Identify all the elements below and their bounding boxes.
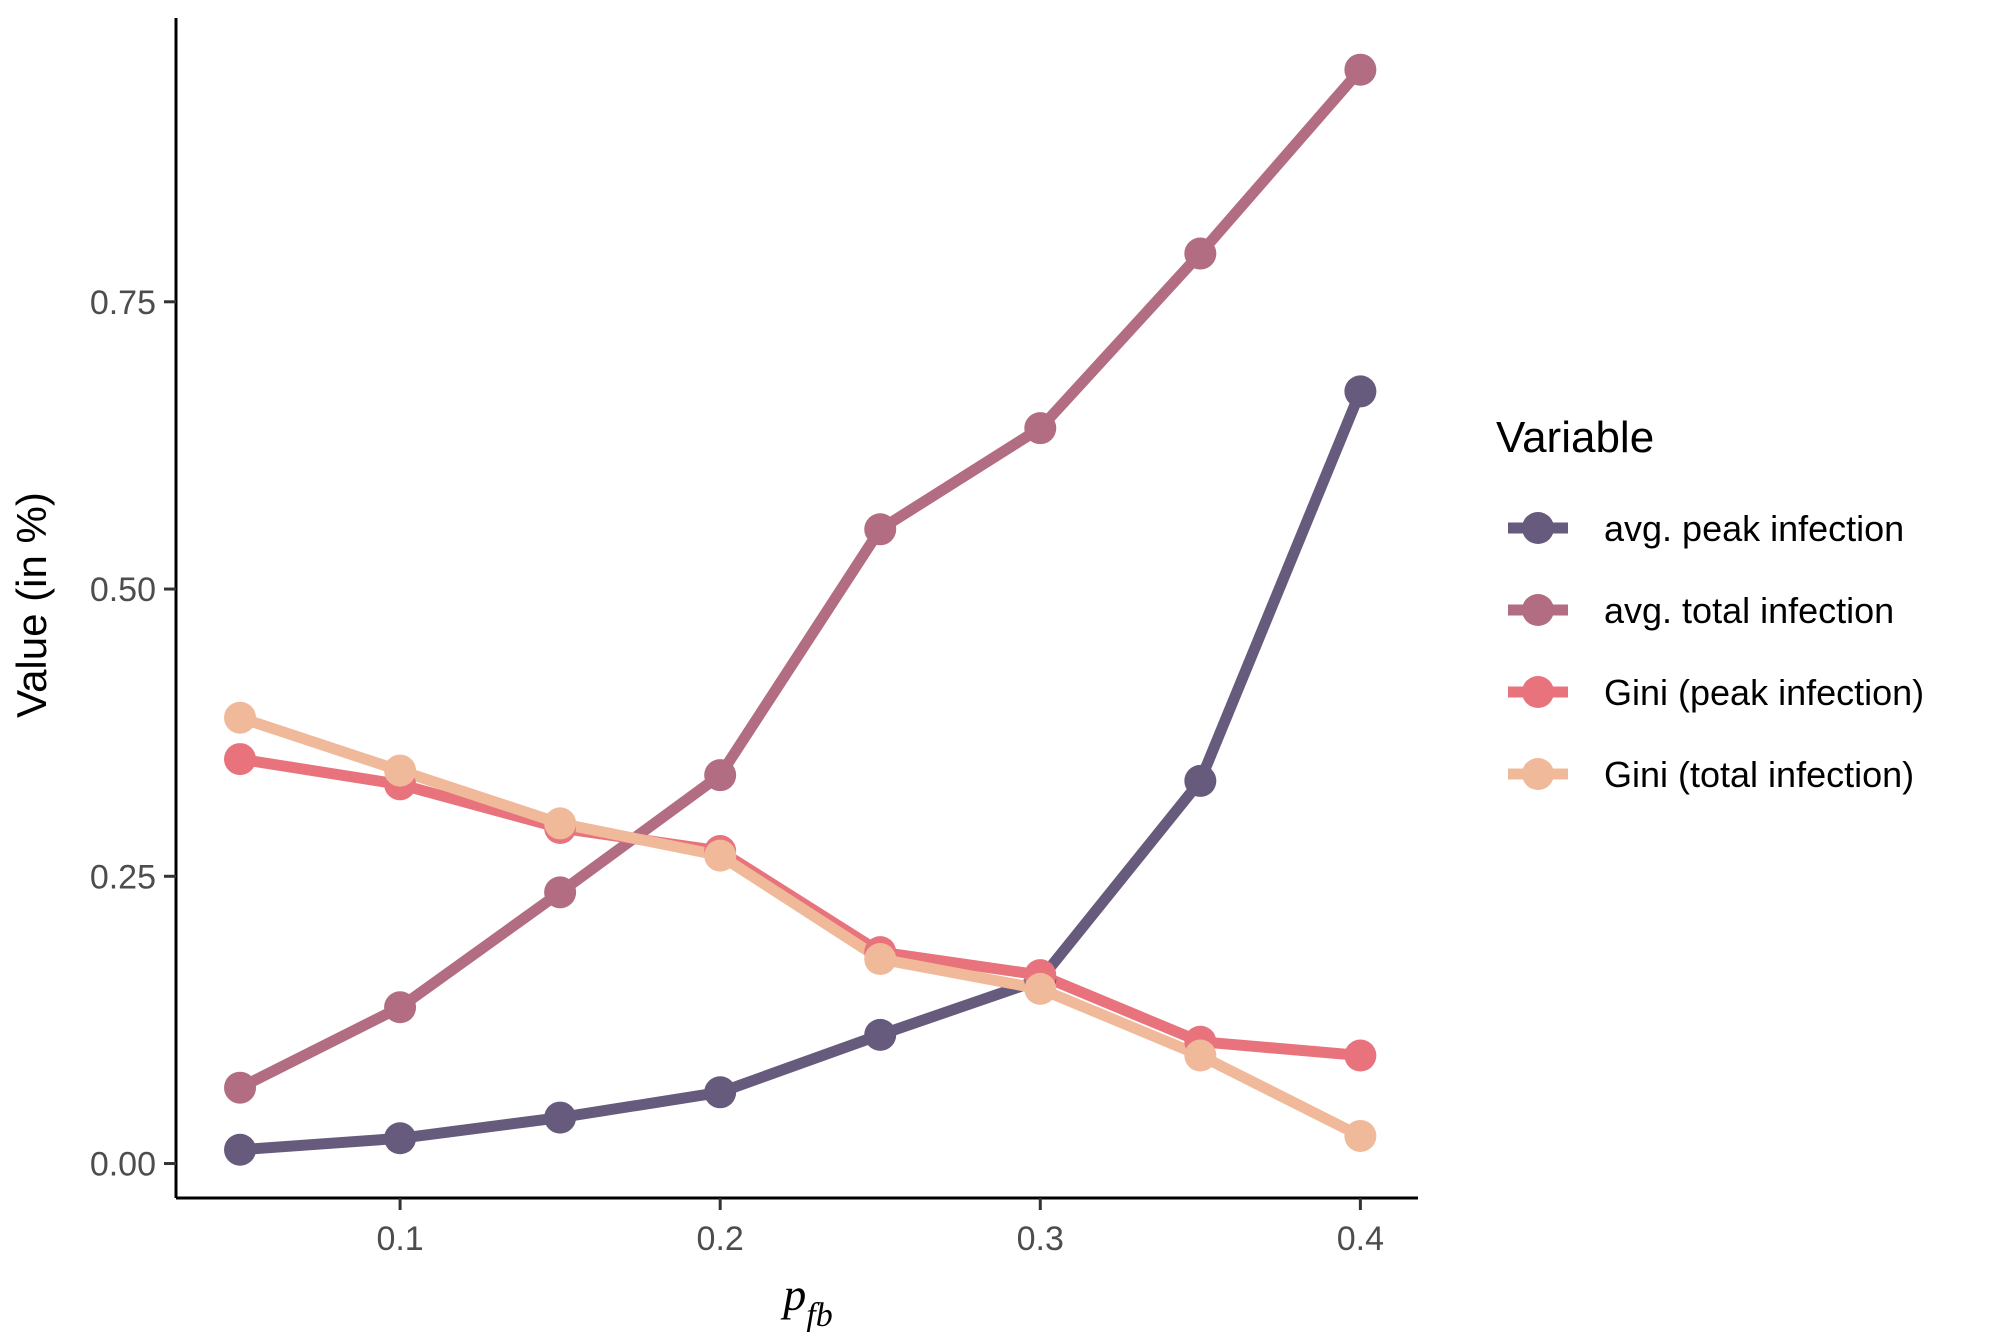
series-point-2 <box>1344 1039 1377 1072</box>
series-point-3 <box>864 943 897 976</box>
series-points <box>224 53 1377 1166</box>
x-axis-ticks: 0.1 0.2 0.3 0.4 <box>376 1198 1384 1258</box>
series-point-0 <box>224 1133 257 1166</box>
x-tick-label: 0.1 <box>376 1220 423 1258</box>
series-point-3 <box>1344 1119 1377 1152</box>
x-axis-title: pfb <box>780 1269 832 1332</box>
series-point-1 <box>704 759 737 792</box>
y-tick-label: 0.50 <box>90 571 156 609</box>
y-axis-title: Value (in %) <box>8 492 55 718</box>
legend-items: avg. peak infection avg. total infection G… <box>1508 508 1924 795</box>
series-point-3 <box>1184 1039 1217 1072</box>
series-point-3 <box>544 807 577 840</box>
legend-key-point <box>1522 758 1554 790</box>
series-point-1 <box>864 513 897 546</box>
series-lines <box>234 64 1366 1156</box>
series-point-1 <box>1184 237 1217 270</box>
series-point-0 <box>704 1076 737 1109</box>
y-tick-label: 0.25 <box>90 858 156 896</box>
series-line-0 <box>234 385 1366 1156</box>
x-tick-label: 0.2 <box>697 1220 744 1258</box>
y-axis-ticks: 0.00 0.25 0.50 0.75 <box>90 284 176 1184</box>
series-point-3 <box>224 701 257 734</box>
x-tick-label: 0.3 <box>1017 1220 1064 1258</box>
y-tick-label: 0.00 <box>90 1146 156 1184</box>
series-point-0 <box>1344 375 1377 408</box>
series-line-1 <box>234 64 1366 1094</box>
series-line-3 <box>234 712 1366 1142</box>
legend-key-point <box>1522 512 1554 544</box>
legend-label: avg. peak infection <box>1604 508 1904 549</box>
legend-title: Variable <box>1496 413 1654 462</box>
y-tick-label: 0.75 <box>90 284 156 322</box>
series-point-3 <box>384 754 417 787</box>
x-tick-label: 0.4 <box>1337 1220 1384 1258</box>
series-point-1 <box>1344 53 1377 86</box>
legend: Variable avg. peak infection avg. total i… <box>1496 413 1924 795</box>
series-point-3 <box>704 839 737 872</box>
series-point-1 <box>224 1071 257 1104</box>
legend-label: Gini (peak infection) <box>1604 672 1924 713</box>
legend-label: avg. total infection <box>1604 590 1894 631</box>
series-point-0 <box>544 1101 577 1134</box>
legend-key-point <box>1522 676 1554 708</box>
series-point-1 <box>1024 412 1057 445</box>
series-point-1 <box>384 991 417 1024</box>
legend-label: Gini (total infection) <box>1604 754 1914 795</box>
x-axis-title-main: p <box>780 1269 806 1320</box>
series-point-3 <box>1024 972 1057 1005</box>
series-point-0 <box>384 1122 417 1155</box>
series-point-2 <box>224 743 257 776</box>
x-axis-title-subscript: fb <box>806 1297 832 1332</box>
series-point-0 <box>1184 764 1217 797</box>
series-point-0 <box>864 1018 897 1051</box>
legend-key-point <box>1522 594 1554 626</box>
series-point-1 <box>544 876 577 909</box>
